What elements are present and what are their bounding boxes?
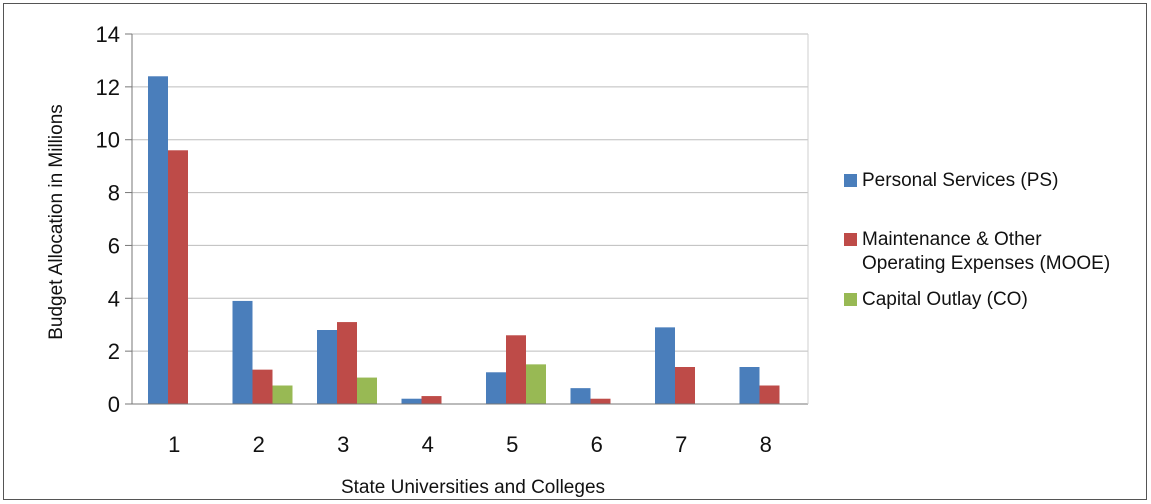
x-tick-label: 3 [337,432,349,457]
y-tick-label: 8 [108,181,120,206]
y-tick-label: 12 [96,75,120,100]
x-tick-label: 4 [422,432,434,457]
legend-swatch [844,293,857,306]
bar [421,396,442,404]
axes [131,34,809,405]
bar [272,385,293,404]
legend-swatch [844,233,857,246]
bar [168,150,188,404]
y-tick-label: 10 [96,128,120,153]
x-axis-label: State Universities and Colleges [341,477,605,498]
y-axis-label: Budget Allocation in Millions [46,104,67,340]
y-tick-label: 6 [108,233,120,258]
legend-label: Personal Services (PS) [862,170,1058,191]
y-tick-label: 2 [108,339,120,364]
gridlines [125,33,808,405]
bar [317,330,337,404]
legend-label: Maintenance & Other [862,229,1042,250]
bar [759,385,780,404]
x-tick-label: 2 [253,432,265,457]
bar [675,367,695,404]
bar [401,398,422,404]
bar [486,372,506,404]
bar [506,335,526,404]
legend-label: Capital Outlay (CO) [862,289,1028,310]
legend-swatch [844,174,857,187]
x-tick-label: 1 [168,432,180,457]
bar [590,398,611,404]
bar [526,364,546,404]
x-tick-labels: 1 2 3 4 5 6 7 8 [168,432,772,457]
legend-label: Operating Expenses (MOOE) [862,253,1110,274]
bar [148,76,168,405]
bar [357,377,377,404]
bar [655,327,675,404]
bar [739,367,760,404]
bar [252,369,273,404]
bar [232,300,253,404]
x-tick-label: 7 [675,432,687,457]
x-tick-label: 6 [591,432,603,457]
chart-frame [3,3,1147,500]
legend: Personal Services (PS) Maintenance & Othe… [844,170,1110,310]
y-tick-label: 0 [108,392,120,417]
y-tick-label: 14 [96,22,120,47]
y-tick-labels: 0 2 4 6 8 10 12 14 [96,22,120,417]
bar [570,388,591,404]
x-tick-label: 5 [506,432,518,457]
x-tick-label: 8 [760,432,772,457]
bar [337,322,357,404]
bar-series [148,76,780,405]
y-tick-label: 4 [108,286,120,311]
